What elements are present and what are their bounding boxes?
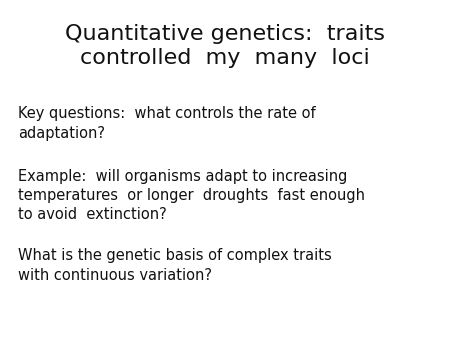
Text: Quantitative genetics:  traits
controlled  my  many  loci: Quantitative genetics: traits controlled… [65,24,385,68]
Text: Key questions:  what controls the rate of
adaptation?: Key questions: what controls the rate of… [18,106,315,141]
Text: Example:  will organisms adapt to increasing
temperatures  or longer  droughts  : Example: will organisms adapt to increas… [18,169,365,222]
Text: What is the genetic basis of complex traits
with continuous variation?: What is the genetic basis of complex tra… [18,248,332,283]
